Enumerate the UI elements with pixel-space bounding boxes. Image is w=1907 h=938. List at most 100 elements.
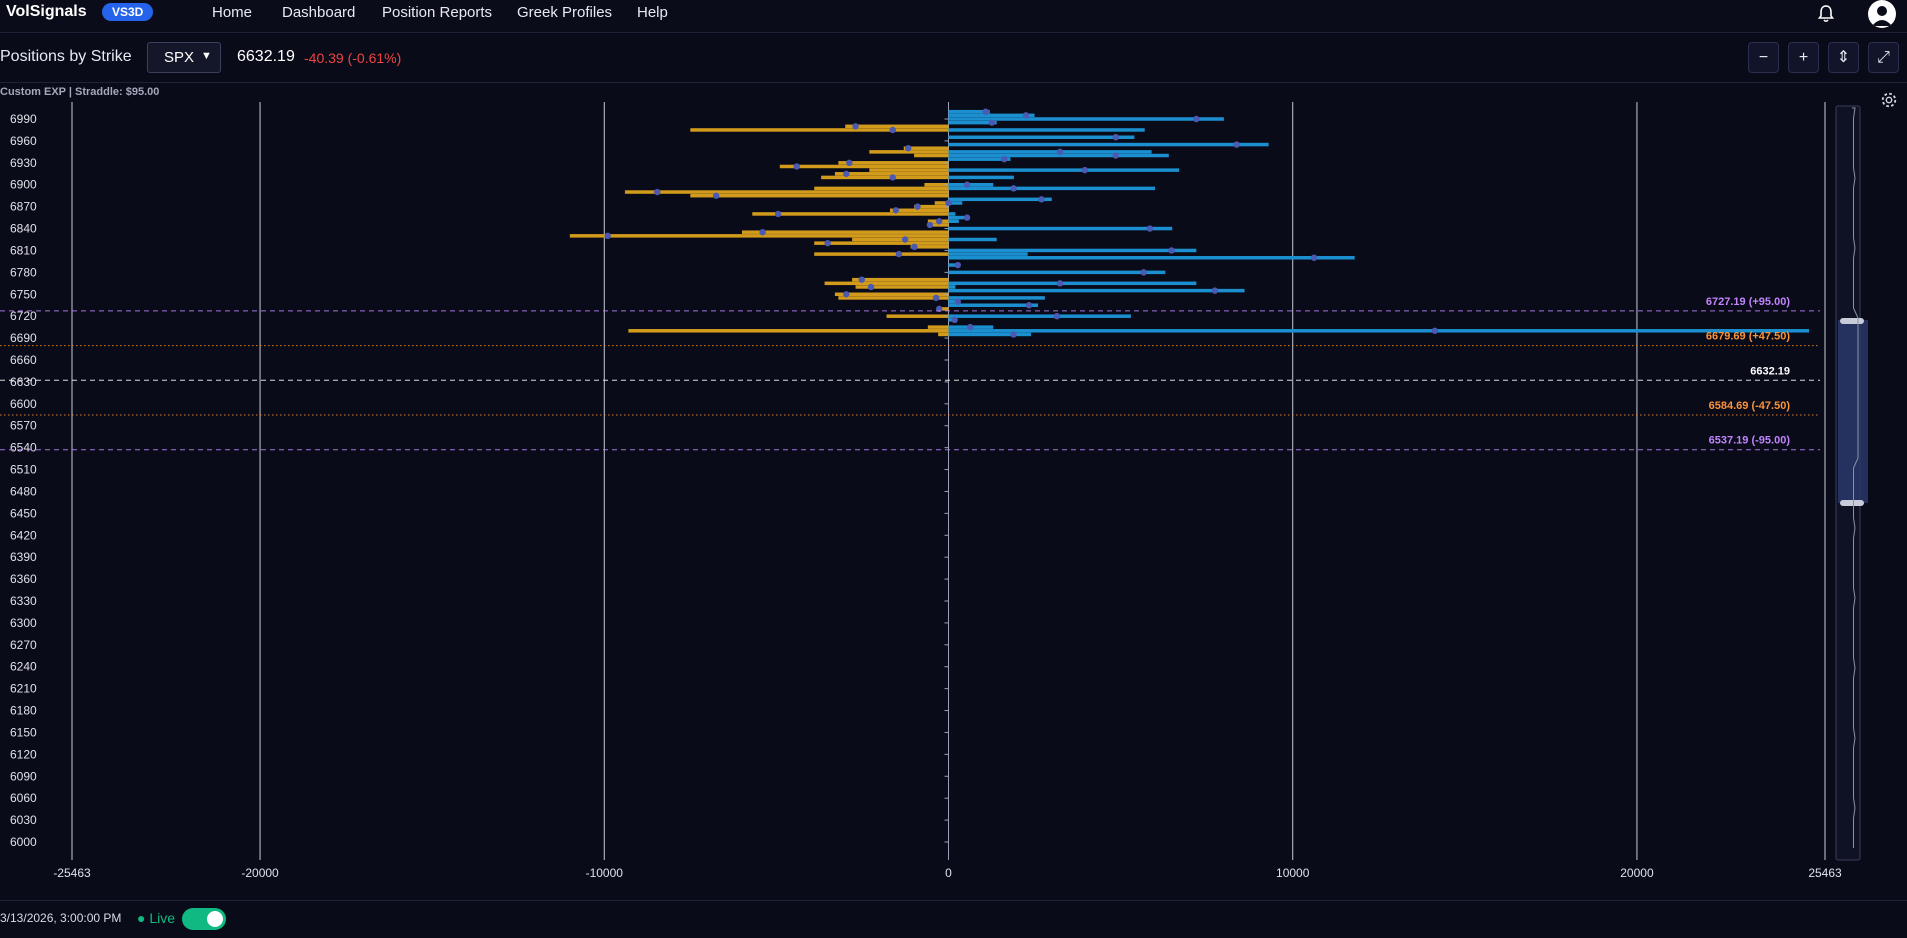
net-position-dot	[1146, 225, 1154, 232]
brand-logo[interactable]: VolSignals	[6, 3, 87, 20]
put-bar	[924, 182, 949, 187]
reference-line-label: 6632.19	[1750, 365, 1790, 377]
net-position-dot	[1233, 141, 1240, 148]
put-bar	[869, 150, 949, 154]
net-position-dot	[1193, 115, 1200, 123]
call-bar	[948, 153, 1169, 158]
net-position-dot	[1025, 302, 1033, 309]
ticker-select[interactable]: SPX ▼	[147, 42, 221, 73]
y-tick-label: 6330	[10, 594, 37, 608]
y-tick-label: 6240	[10, 660, 37, 674]
nav-help[interactable]: Help	[637, 4, 668, 21]
zoom-in-button[interactable]: +	[1788, 42, 1819, 73]
nav-dashboard[interactable]: Dashboard	[282, 4, 356, 21]
ticker-value: SPX	[164, 49, 195, 66]
y-tick-label: 6930	[10, 156, 37, 170]
net-position-dot	[793, 163, 800, 170]
put-bar	[741, 230, 949, 234]
nav-home[interactable]: Home	[212, 4, 253, 21]
call-bar	[948, 296, 1045, 300]
live-toggle[interactable]	[182, 908, 226, 930]
user-avatar[interactable]	[1868, 0, 1896, 28]
x-tick-label: 25463	[1808, 866, 1842, 880]
put-bar	[855, 285, 949, 289]
put-bar	[834, 292, 949, 297]
put-bar	[934, 201, 949, 205]
call-bar	[948, 197, 1052, 202]
x-tick-label: -20000	[241, 866, 279, 880]
net-position-dot	[1081, 166, 1089, 174]
x-tick-label: -10000	[586, 866, 624, 880]
top-nav: VolSignals VS3D Home Dashboard Position …	[0, 0, 1907, 33]
x-tick-label: -25463	[53, 866, 91, 880]
call-bar	[948, 270, 1166, 275]
net-position-dot	[945, 199, 952, 207]
net-position-dot	[1310, 254, 1318, 261]
put-bar	[838, 161, 949, 165]
y-tick-label: 6600	[10, 397, 37, 411]
net-position-dot	[982, 108, 989, 115]
net-position-dot	[1056, 280, 1064, 287]
put-bar	[903, 146, 949, 150]
x-tick-label: 20000	[1620, 866, 1654, 880]
call-bar	[948, 299, 959, 304]
put-bar	[869, 168, 949, 172]
fit-vertical-button[interactable]: ⇕	[1828, 42, 1859, 73]
bell-icon[interactable]	[1816, 4, 1836, 24]
put-bar	[852, 277, 949, 282]
nav-position-reports[interactable]: Position Reports	[382, 4, 493, 21]
call-bar	[948, 182, 994, 187]
nav-greek-profiles[interactable]: Greek Profiles	[517, 4, 613, 21]
y-tick-label: 6120	[10, 747, 37, 761]
call-bar	[948, 201, 963, 205]
put-bar	[834, 172, 949, 176]
y-tick-label: 6480	[10, 484, 37, 498]
net-position-dot	[1022, 112, 1030, 119]
y-tick-label: 6960	[10, 134, 37, 148]
net-position-dot	[1168, 247, 1175, 254]
put-bar	[838, 296, 949, 300]
call-bar	[948, 263, 959, 267]
net-position-dot	[1431, 327, 1439, 334]
positions-chart: -25463 -20000 -10000 0 10000 20000 25463 6990 69…	[0, 102, 1868, 880]
gear-icon[interactable]	[1880, 91, 1898, 109]
reference-line-label: 6727.19 (+95.00)	[1706, 296, 1790, 308]
net-position-dot	[824, 239, 831, 247]
zoom-out-button[interactable]: −	[1748, 42, 1779, 73]
net-position-dot	[1112, 134, 1119, 141]
call-bar	[948, 226, 1173, 231]
y-tick-label: 6690	[10, 331, 37, 345]
y-tick-label: 6720	[10, 309, 37, 323]
net-position-dot	[963, 181, 971, 188]
call-bar	[948, 288, 1245, 293]
net-position-dot	[1001, 155, 1008, 163]
timestamp: 3/13/2026, 3:00:00 PM	[0, 911, 122, 925]
call-bar	[948, 117, 1224, 121]
net-position-dot	[936, 218, 943, 225]
fullscreen-button[interactable]: ⤢	[1868, 42, 1899, 73]
call-bar	[948, 281, 1197, 286]
call-bar	[948, 285, 956, 289]
navigator-handle-bottom[interactable]	[1840, 500, 1864, 506]
x-tick-label: 0	[945, 866, 952, 880]
put-bar	[779, 164, 949, 169]
y-tick-label: 6060	[10, 791, 37, 805]
net-position-dot	[654, 188, 661, 196]
navigator-handle-top[interactable]	[1840, 318, 1864, 324]
put-bar	[624, 190, 949, 194]
y-tick-label: 6270	[10, 638, 37, 652]
put-bar	[927, 325, 949, 329]
y-tick-label: 6300	[10, 616, 37, 630]
y-tick-label: 6420	[10, 528, 37, 542]
net-position-dot	[1056, 148, 1064, 156]
call-bar	[948, 135, 1135, 140]
net-position-dot	[889, 126, 896, 134]
call-bar	[948, 248, 1197, 253]
net-position-dot	[1010, 185, 1017, 192]
net-position-dot	[774, 210, 782, 218]
call-bar	[948, 252, 1028, 256]
put-bar	[690, 193, 949, 198]
put-bar	[914, 204, 949, 209]
page-title: Positions by Strike	[0, 48, 132, 65]
net-position-dot	[1010, 331, 1017, 338]
